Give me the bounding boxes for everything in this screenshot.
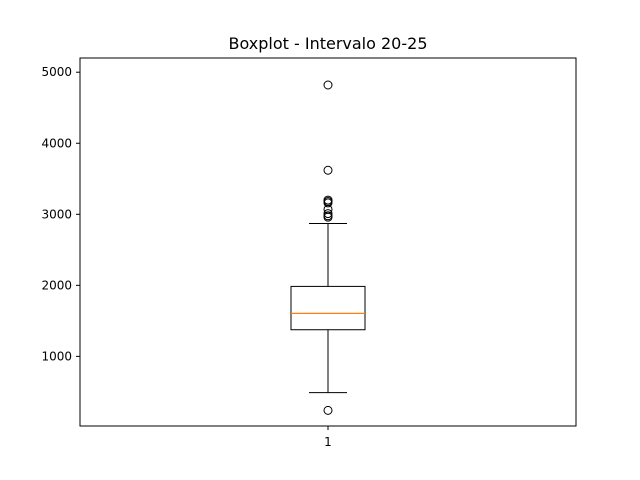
outlier-point bbox=[323, 211, 333, 221]
y-tick-label: 2000 bbox=[41, 278, 72, 292]
outlier-point bbox=[323, 165, 333, 175]
outlier-point bbox=[323, 195, 333, 205]
x-tick-label: 1 bbox=[324, 435, 332, 449]
chart-title: Boxplot - Intervalo 20-25 bbox=[229, 34, 428, 53]
axes-frame bbox=[79, 57, 577, 427]
y-tick-label: 4000 bbox=[41, 136, 72, 150]
outlier-point bbox=[323, 80, 333, 90]
y-tick-label: 3000 bbox=[41, 207, 72, 221]
outlier-point bbox=[323, 209, 333, 219]
y-tick-label: 1000 bbox=[41, 349, 72, 363]
iqr-box bbox=[290, 285, 366, 331]
y-tick-label: 5000 bbox=[41, 65, 72, 79]
outlier-point bbox=[323, 405, 333, 415]
plot-area: 1000 2000 3000 4000 5000 1 bbox=[41, 65, 366, 449]
